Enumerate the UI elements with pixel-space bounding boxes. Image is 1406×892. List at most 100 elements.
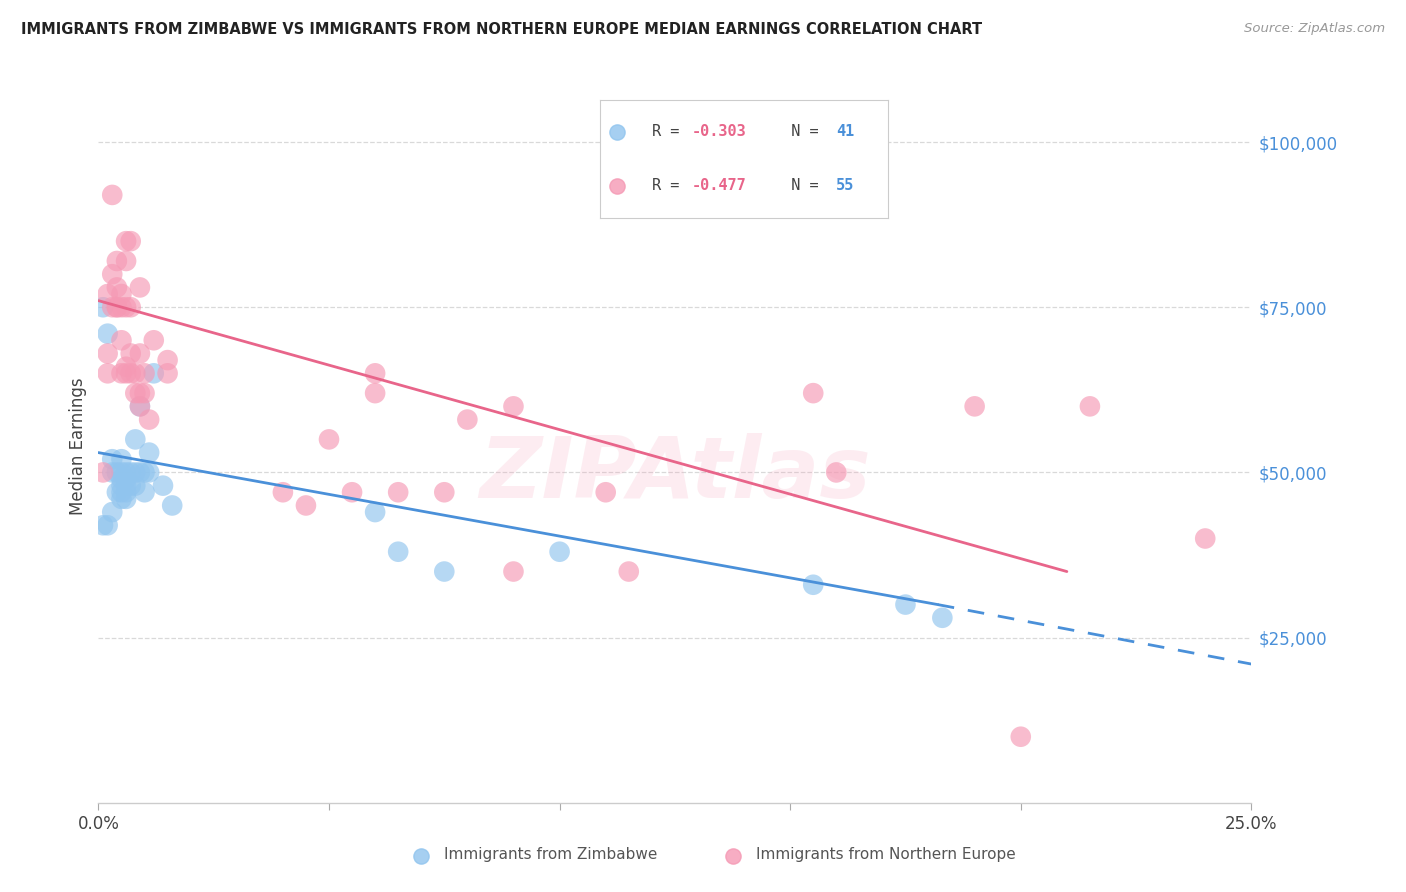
Point <box>124 433 146 447</box>
Point <box>364 386 387 401</box>
Point <box>115 466 138 480</box>
Text: ZIPAtlas: ZIPAtlas <box>479 433 870 516</box>
Point <box>91 300 114 314</box>
Point <box>120 300 142 314</box>
Point <box>617 565 640 579</box>
Point <box>364 505 387 519</box>
Point <box>101 300 124 314</box>
Point <box>97 346 120 360</box>
Point <box>894 598 917 612</box>
Point <box>97 287 120 301</box>
Point <box>110 452 132 467</box>
Point <box>120 346 142 360</box>
Point <box>364 367 387 381</box>
Point <box>115 254 138 268</box>
Point <box>433 565 456 579</box>
Point <box>142 367 165 381</box>
Point <box>1010 730 1032 744</box>
Text: IMMIGRANTS FROM ZIMBABWE VS IMMIGRANTS FROM NORTHERN EUROPE MEDIAN EARNINGS CORR: IMMIGRANTS FROM ZIMBABWE VS IMMIGRANTS F… <box>21 22 983 37</box>
Point <box>115 491 138 506</box>
Point <box>138 466 160 480</box>
Point <box>129 400 152 414</box>
Point <box>97 367 120 381</box>
Point <box>101 188 124 202</box>
Point <box>963 400 986 414</box>
Point <box>138 445 160 459</box>
Point <box>105 254 128 268</box>
Point <box>115 478 138 492</box>
Point <box>120 234 142 248</box>
Point <box>456 412 478 426</box>
Point <box>433 485 456 500</box>
Point <box>271 485 294 500</box>
Point <box>129 400 152 414</box>
Point <box>548 545 571 559</box>
Point <box>115 485 138 500</box>
Point <box>115 359 138 374</box>
Point <box>129 386 152 401</box>
Point <box>156 353 179 368</box>
Point <box>110 472 132 486</box>
Point <box>142 333 165 347</box>
Point <box>801 386 824 401</box>
Point <box>110 300 132 314</box>
Point <box>120 367 142 381</box>
Text: Source: ZipAtlas.com: Source: ZipAtlas.com <box>1244 22 1385 36</box>
Point <box>387 545 409 559</box>
Point <box>124 466 146 480</box>
Point <box>91 466 114 480</box>
Point <box>1078 400 1101 414</box>
Point <box>105 280 128 294</box>
Point <box>129 280 152 294</box>
Point <box>110 287 132 301</box>
Point <box>115 472 138 486</box>
Point <box>105 485 128 500</box>
Point <box>318 433 340 447</box>
Point <box>340 485 363 500</box>
Point <box>124 367 146 381</box>
Point <box>120 466 142 480</box>
Point <box>97 326 120 341</box>
Point <box>115 367 138 381</box>
Point <box>595 485 617 500</box>
Point <box>156 367 179 381</box>
Point <box>115 234 138 248</box>
Point <box>801 578 824 592</box>
Point <box>129 346 152 360</box>
Point <box>101 452 124 467</box>
Point <box>931 611 953 625</box>
Point <box>387 485 409 500</box>
Point <box>120 478 142 492</box>
Point <box>138 412 160 426</box>
Text: Immigrants from Zimbabwe: Immigrants from Zimbabwe <box>444 847 658 862</box>
Point <box>295 499 318 513</box>
Point <box>134 466 156 480</box>
Point <box>105 300 128 314</box>
Point <box>110 466 132 480</box>
Point <box>124 386 146 401</box>
Point <box>110 333 132 347</box>
Point <box>101 267 124 281</box>
Point <box>101 466 124 480</box>
Point <box>110 491 132 506</box>
Y-axis label: Median Earnings: Median Earnings <box>69 377 87 515</box>
Point <box>91 518 114 533</box>
Point <box>1194 532 1216 546</box>
Point <box>134 386 156 401</box>
Point <box>160 499 183 513</box>
Point <box>124 478 146 492</box>
Point <box>134 485 156 500</box>
Point <box>105 466 128 480</box>
Point <box>105 300 128 314</box>
Point <box>115 300 138 314</box>
Point <box>502 565 524 579</box>
Point <box>110 478 132 492</box>
Point <box>110 367 132 381</box>
Point <box>134 367 156 381</box>
Point <box>110 485 132 500</box>
Point <box>101 505 124 519</box>
Point <box>97 518 120 533</box>
Text: Immigrants from Northern Europe: Immigrants from Northern Europe <box>755 847 1015 862</box>
Point <box>502 400 524 414</box>
Point <box>129 466 152 480</box>
